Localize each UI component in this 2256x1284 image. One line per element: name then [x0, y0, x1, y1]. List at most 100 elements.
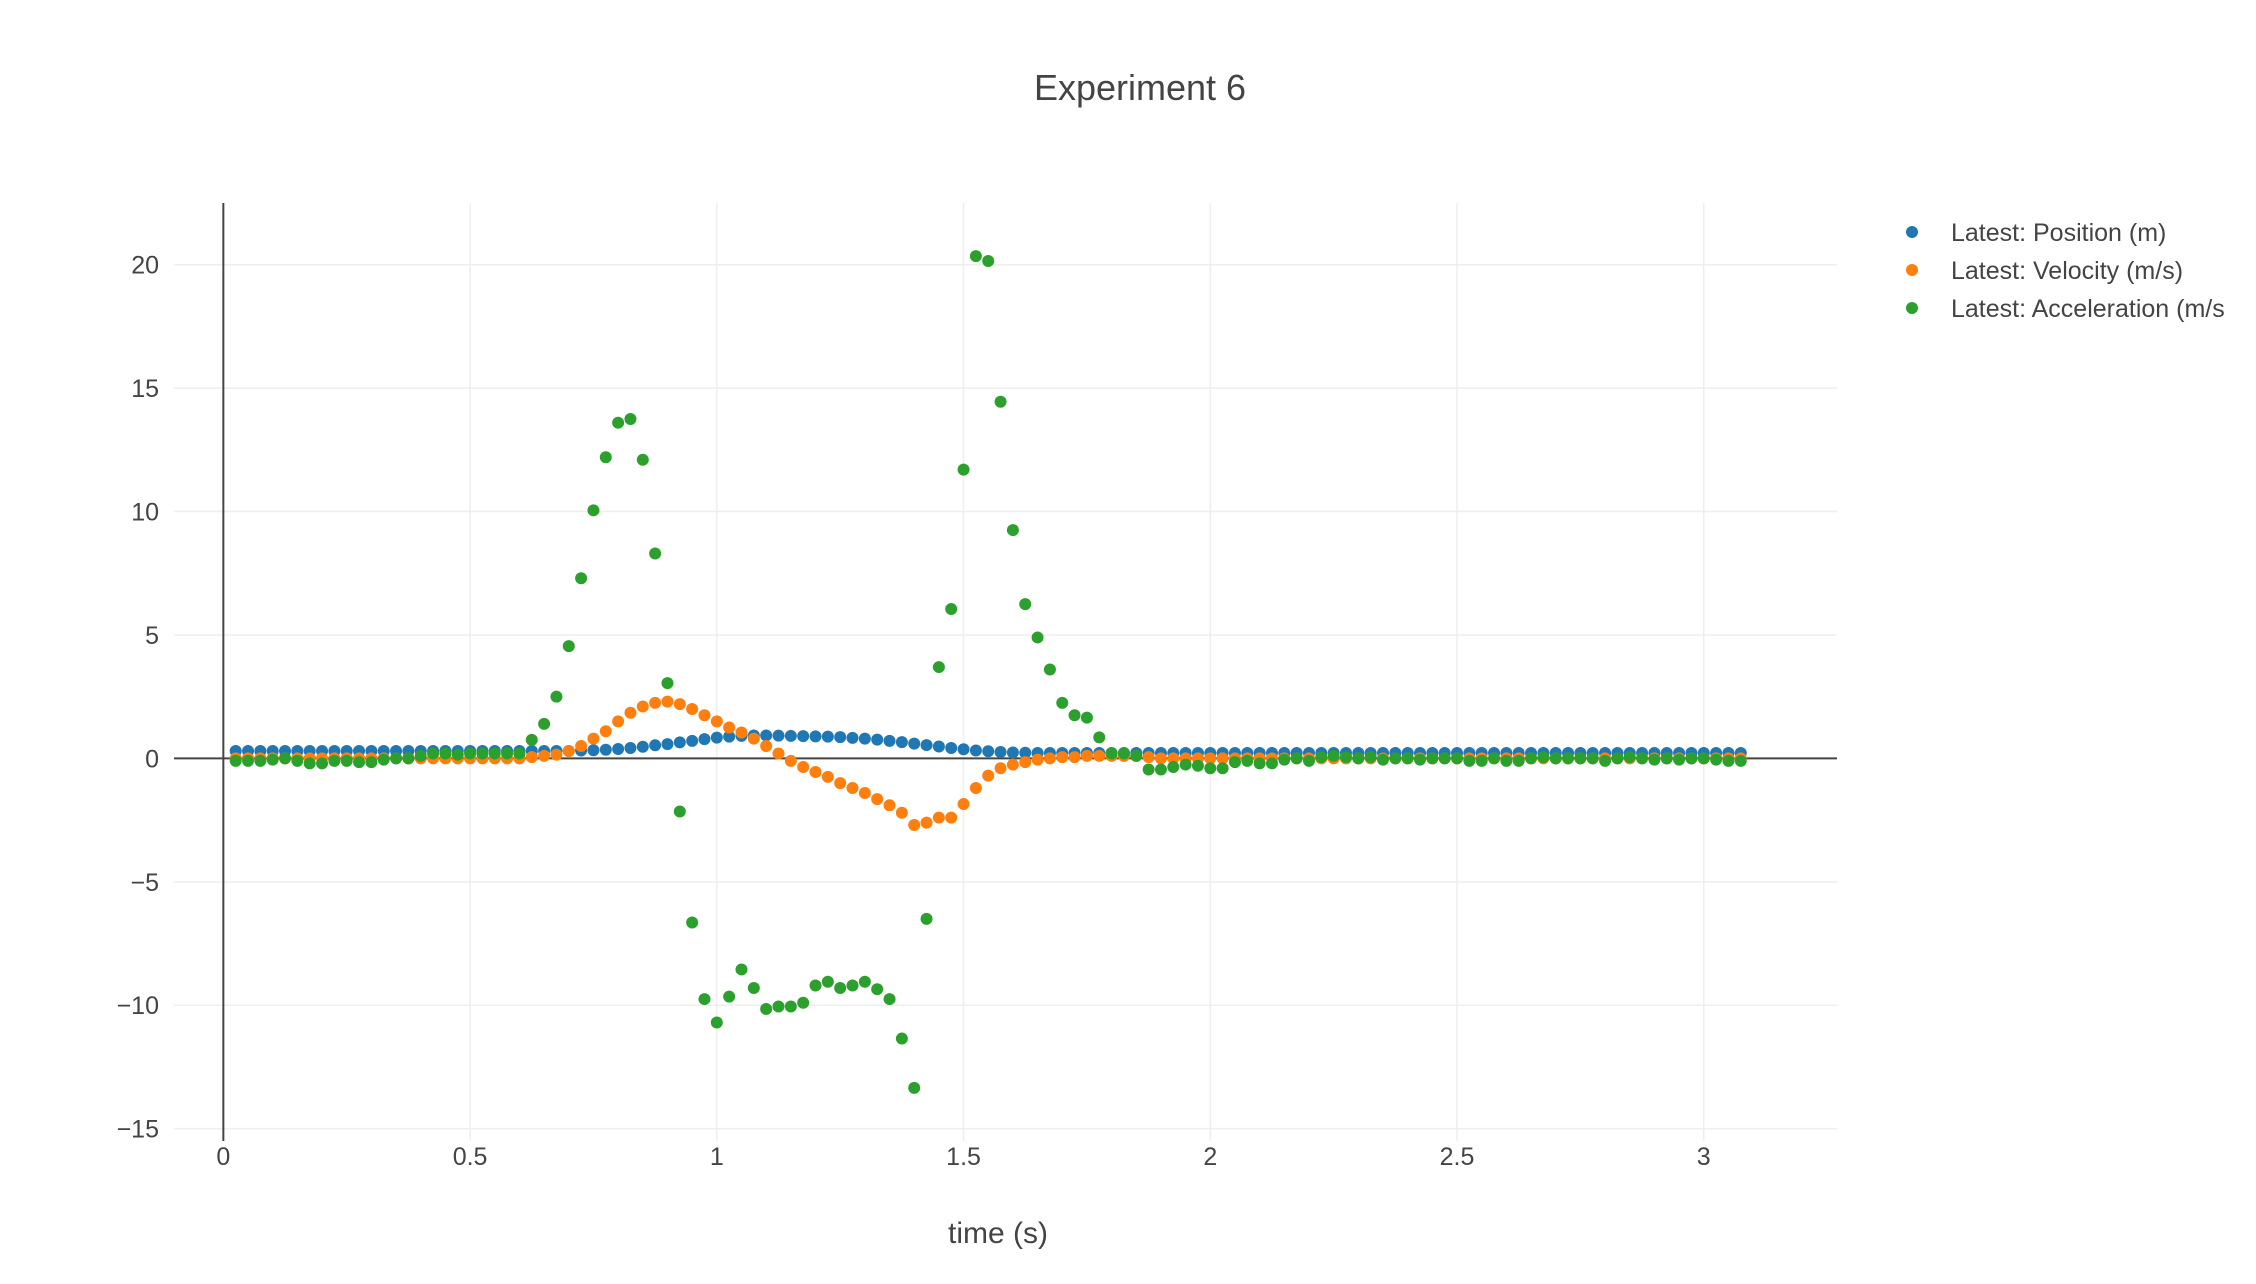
data-point [821, 770, 834, 783]
data-point [1512, 754, 1525, 767]
data-point [525, 751, 538, 764]
data-point [945, 742, 958, 755]
data-point [846, 731, 859, 744]
data-point [464, 747, 477, 760]
data-point [747, 981, 760, 994]
legend-label: Latest: Velocity (m/s) [1951, 257, 2183, 285]
data-point [1463, 754, 1476, 767]
data-point [797, 730, 810, 743]
data-point [1562, 752, 1575, 765]
data-point [599, 451, 612, 464]
data-point [1537, 751, 1550, 764]
data-point [1167, 752, 1180, 765]
data-point [1722, 754, 1735, 767]
data-point [1056, 751, 1069, 764]
data-point [624, 742, 637, 755]
data-point [1006, 746, 1019, 759]
chart-title: Experiment 6 [1034, 67, 1246, 108]
data-point [1093, 731, 1106, 744]
data-point [1006, 524, 1019, 537]
data-point [723, 730, 736, 743]
y-tick-label: 5 [145, 622, 159, 650]
data-point [747, 732, 760, 745]
data-point [920, 816, 933, 829]
data-point [1302, 754, 1315, 767]
legend-marker [1906, 302, 1918, 314]
data-point [809, 730, 822, 743]
data-point [686, 734, 699, 747]
data-point [883, 799, 896, 812]
data-point [1697, 752, 1710, 765]
data-point [895, 736, 908, 749]
data-point [439, 747, 452, 760]
y-tick-label: −5 [130, 869, 159, 897]
data-point [957, 798, 970, 811]
data-point [1710, 753, 1723, 766]
x-tick-label: 0 [216, 1143, 230, 1171]
data-point [1228, 756, 1241, 769]
legend-item[interactable]: Latest: Position (m) [1906, 219, 2166, 247]
data-point [612, 416, 625, 429]
data-point [932, 811, 945, 824]
data-point [1142, 763, 1155, 776]
data-point [698, 733, 711, 746]
gridlines [174, 203, 1837, 1141]
data-point [895, 1032, 908, 1045]
legend-item[interactable]: Latest: Acceleration (m/s [1906, 295, 2225, 323]
data-point [636, 700, 649, 713]
data-point [661, 738, 674, 751]
data-point [920, 739, 933, 752]
data-point [908, 737, 921, 750]
data-point [1623, 751, 1636, 764]
data-point [1488, 752, 1501, 765]
data-point [328, 754, 341, 767]
data-point [550, 748, 563, 761]
data-point [1043, 752, 1056, 765]
y-tick-label: 0 [145, 745, 159, 773]
data-point [501, 747, 514, 760]
data-point [969, 744, 982, 757]
data-point [624, 412, 637, 425]
data-point [760, 740, 773, 753]
data-point [883, 734, 896, 747]
data-point [846, 782, 859, 795]
data-point [673, 736, 686, 749]
data-point [858, 786, 871, 799]
data-point [451, 748, 464, 761]
legend[interactable]: Latest: Position (m) Latest: Velocity (m/… [1906, 219, 2225, 323]
data-point [1191, 759, 1204, 772]
data-point [982, 745, 995, 758]
data-point [1599, 754, 1612, 767]
data-point [834, 731, 847, 744]
data-point [1019, 598, 1032, 611]
data-point [414, 749, 427, 762]
data-point [871, 983, 884, 996]
data-point [821, 730, 834, 743]
y-tick-label: −10 [117, 992, 159, 1020]
data-point [303, 757, 316, 770]
data-point [1142, 751, 1155, 764]
data-point [279, 752, 292, 765]
data-point [1105, 747, 1118, 760]
data-point [612, 743, 625, 756]
data-point [1130, 749, 1143, 762]
data-point [1006, 758, 1019, 771]
data-point [402, 752, 415, 765]
x-tick-label: 3 [1697, 1143, 1711, 1171]
data-point [858, 732, 871, 745]
data-point [673, 698, 686, 711]
legend-label: Latest: Position (m) [1951, 219, 2166, 247]
data-point [846, 979, 859, 992]
data-point [994, 395, 1007, 408]
data-point [871, 793, 884, 806]
legend-item[interactable]: Latest: Velocity (m/s) [1906, 257, 2183, 285]
data-point [1611, 752, 1624, 765]
data-point [1093, 749, 1106, 762]
data-point [575, 740, 588, 753]
x-tick-label: 0.5 [453, 1143, 488, 1171]
data-point [710, 1016, 723, 1029]
data-point [1265, 757, 1278, 770]
data-point [1043, 663, 1056, 676]
